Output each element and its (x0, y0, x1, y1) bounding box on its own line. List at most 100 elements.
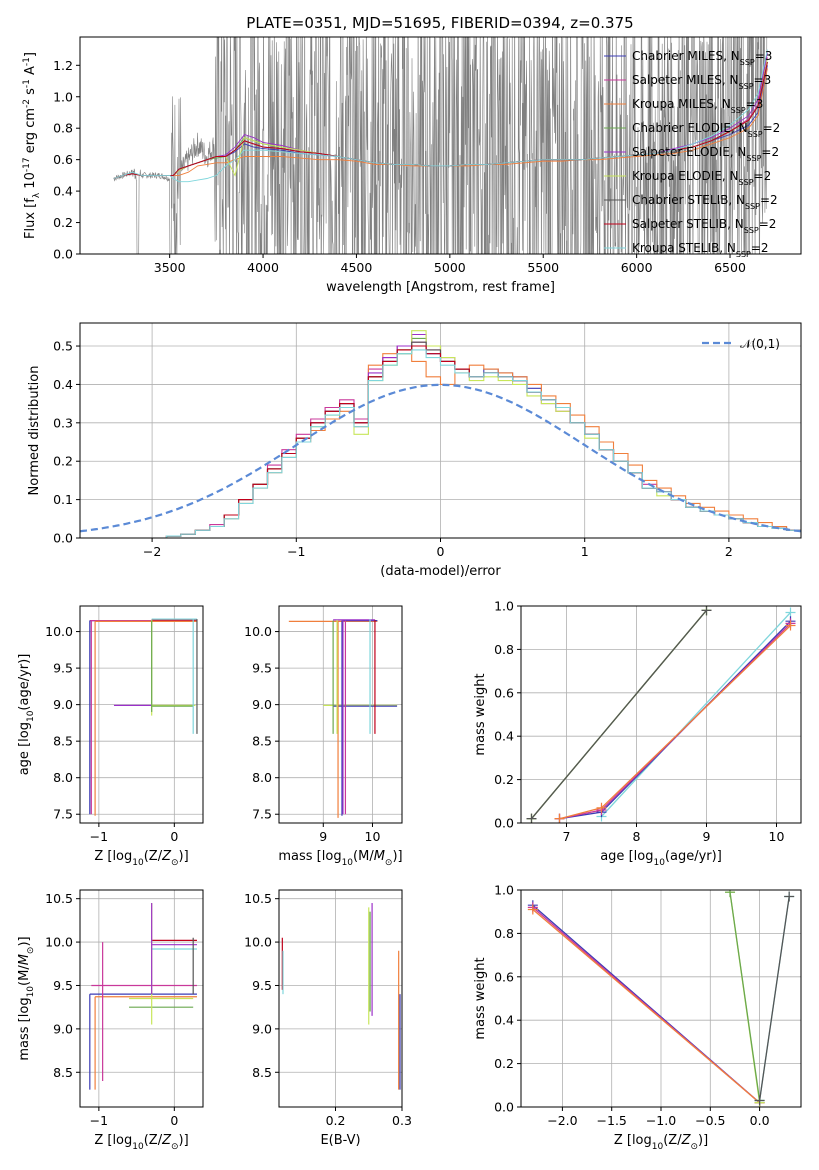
y-tick-label: 1.0 (494, 883, 514, 898)
y-tick-label: 0.0 (494, 1100, 514, 1115)
axes-frame (79, 36, 802, 255)
point-marker (554, 813, 565, 823)
legend-entry: Kroupa MILES, NSSP=3 (632, 97, 763, 115)
y-tick-label: 0.4 (494, 1013, 514, 1028)
y-tick-label: 9.5 (53, 978, 73, 993)
y-axis-label: Flux [fλ 10-17 erg cm-2 s-1 A-1] (22, 52, 42, 239)
weight-line (559, 622, 791, 820)
x-tick-label: 0.3 (392, 1113, 412, 1128)
weight-line (729, 892, 761, 1101)
point-marker (725, 890, 736, 898)
x-axis-label: mass [log10(M/M⊙)] (278, 849, 402, 868)
y-tick-label: 7.5 (252, 807, 272, 822)
y-tick-label: 8.5 (53, 734, 73, 749)
y-tick-label: 0.2 (494, 1056, 514, 1071)
x-tick-label: 3500 (154, 260, 186, 275)
y-tick-label: 8.0 (53, 770, 73, 785)
x-tick-label: 5500 (527, 260, 559, 275)
y-tick-label: 10.0 (244, 935, 272, 950)
y-tick-label: 7.5 (53, 807, 73, 822)
y-tick-label: 0.2 (53, 454, 73, 469)
panel-mass_weight_vs_age: 7 8 9 10 0.0 0.2 0.4 0.6 0.8 1.0 age [log10(age/yr… (473, 599, 802, 868)
x-tick-label: 2 (725, 544, 733, 559)
weight-line (758, 896, 790, 1101)
y-tick-label: 0.2 (494, 772, 514, 787)
y-tick-label: 9.0 (252, 1021, 272, 1036)
y-tick-label: 0.6 (494, 685, 514, 700)
x-tick-label: −1 (90, 1113, 108, 1128)
y-axis-label: age [log10(age/yr)] (17, 654, 36, 776)
x-tick-label: 0 (437, 544, 445, 559)
x-tick-label: 5000 (434, 260, 466, 275)
point-marker (785, 620, 796, 631)
legend: Chabrier MILES, NSSP=3 Salpeter MILES, NS… (604, 49, 780, 259)
panel-spectrum: Chabrier MILES, NSSP=3 Salpeter MILES, NS… (22, 36, 802, 295)
y-tick-label: 0.0 (494, 816, 514, 831)
y-tick-label: 0.8 (53, 121, 73, 136)
point-marker (596, 802, 607, 813)
y-tick-label: 9.5 (252, 978, 272, 993)
plot-area (526, 606, 796, 823)
plot-area (281, 903, 401, 1090)
x-axis-label: age [log10(age/yr)] (600, 849, 722, 868)
point-marker (527, 904, 538, 915)
x-axis-label: E(B-V) (320, 1133, 360, 1148)
x-axis-label: (data-model)/error (380, 564, 501, 579)
legend-entry: Chabrier MILES, NSSP=3 (632, 49, 772, 67)
x-axis-label: Z [log10(Z/Z⊙)] (94, 1133, 188, 1152)
plot-area (527, 890, 795, 1107)
y-tick-label: 0.4 (494, 729, 514, 744)
legend-entry: Chabrier ELODIE, NSSP=2 (632, 121, 780, 139)
axes-frame (278, 889, 403, 1108)
axes-frame (278, 605, 403, 824)
x-tick-label: −1.5 (597, 1113, 627, 1128)
y-tick-label: 0.2 (53, 215, 73, 230)
point-marker (526, 813, 537, 823)
plot-area (89, 618, 198, 816)
figure-title: PLATE=0351, MJD=51695, FIBERID=0394, z=0… (246, 14, 633, 32)
y-tick-label: 8.5 (53, 1065, 73, 1080)
weight-line (532, 909, 761, 1104)
y-tick-label: 1.0 (494, 599, 514, 614)
y-tick-label: 0.6 (53, 152, 73, 167)
legend-entry: 𝒩(0,1) (740, 337, 780, 351)
y-tick-label: 9.5 (53, 661, 73, 676)
y-axis-label: mass [log10(M/M⊙)] (17, 936, 36, 1060)
x-tick-label: −2 (143, 544, 161, 559)
y-tick-label: 0.1 (53, 492, 73, 507)
x-axis-label: Z [log10(Z/Z⊙)] (614, 1133, 708, 1152)
y-tick-label: 10.5 (45, 891, 73, 906)
y-tick-label: 1.2 (53, 58, 73, 73)
panel-mass_weight_vs_Z: −2.0 −1.5 −1.0 −0.5 0.0 0.0 0.2 0.4 0.6 0.8 1.0 Z [… (473, 883, 802, 1152)
point-marker (784, 891, 795, 902)
y-tick-label: 9.0 (252, 697, 272, 712)
point-marker (785, 607, 796, 618)
axes-frame (79, 605, 204, 824)
weight-line (601, 612, 791, 817)
x-tick-label: 0 (170, 1113, 178, 1128)
model-curve-8 (113, 49, 768, 183)
panel-age_vs_mass: 9 10 7.5 8.0 8.5 9.0 9.5 10.0 mass [log10(M/M⊙)] (244, 605, 403, 868)
x-tick-label: 4000 (247, 260, 279, 275)
x-tick-label: 6500 (714, 260, 746, 275)
x-tick-label: −0.5 (695, 1113, 725, 1128)
plot-area (80, 330, 801, 538)
y-tick-label: 0.8 (494, 926, 514, 941)
axes-frame (520, 605, 802, 824)
y-tick-label: 0.8 (494, 642, 514, 657)
y-tick-label: 9.5 (252, 661, 272, 676)
y-tick-label: 0.6 (494, 969, 514, 984)
x-axis-label: Z [log10(Z/Z⊙)] (94, 849, 188, 868)
x-tick-label: 9 (703, 829, 711, 844)
y-axis-label: Normed distribution (27, 366, 42, 496)
x-tick-label: −2.0 (547, 1113, 577, 1128)
x-tick-label: 6000 (621, 260, 653, 275)
legend-entry: Kroupa ELODIE, NSSP=2 (632, 169, 771, 187)
panel-residuals: 𝒩(0,1) −2 −1 0 1 2 0.0 0.1 0.2 0.3 0.4 0.5 (data-mod… (27, 322, 802, 579)
y-tick-label: 0.0 (53, 247, 73, 262)
y-tick-label: 10.5 (244, 891, 272, 906)
y-tick-label: 1.0 (53, 89, 73, 104)
y-axis-label: mass weight (473, 673, 488, 755)
y-tick-label: 0.4 (53, 377, 73, 392)
